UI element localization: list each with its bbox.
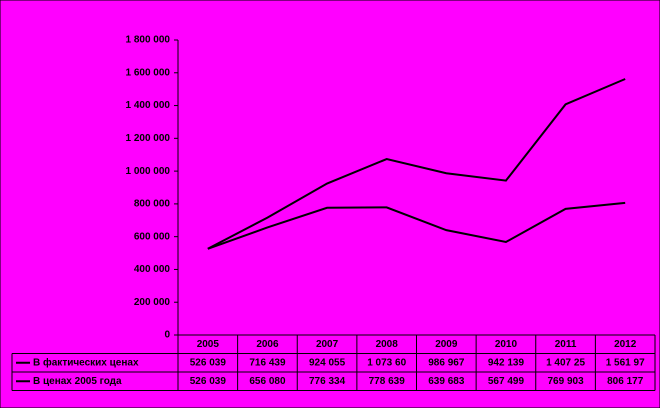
legend-label: В фактических ценах (33, 356, 139, 368)
y-tick-label: 1 600 000 (126, 67, 171, 78)
table-cell: 806 177 (607, 376, 644, 387)
series-line (207, 201, 626, 250)
legend-label: В ценах 2005 года (33, 376, 122, 387)
x-tick-label: 2007 (316, 339, 339, 350)
table-cell: 656 080 (249, 376, 286, 387)
y-tick-label: 1 200 000 (126, 133, 171, 144)
table-cell: 639 683 (428, 376, 465, 387)
y-tick-label: 1 000 000 (126, 166, 171, 177)
table-cell: 526 039 (190, 357, 227, 368)
table-cell: 1 561 97 (606, 357, 645, 368)
table-cell: 1 073 60 (367, 357, 406, 368)
table-cell: 776 334 (309, 376, 346, 387)
y-tick-label: 0 (164, 330, 170, 341)
y-tick-label: 400 000 (134, 264, 171, 275)
table-cell: 986 967 (428, 357, 465, 368)
x-tick-label: 2006 (256, 339, 279, 350)
x-tick-label: 2005 (197, 339, 220, 350)
table-cell: 526 039 (190, 376, 227, 387)
y-tick-label: 1 800 000 (126, 35, 171, 46)
x-tick-label: 2008 (376, 339, 399, 350)
table-cell: 778 639 (369, 376, 406, 387)
table-cell: 567 499 (488, 376, 525, 387)
table-cell: 942 139 (488, 357, 525, 368)
x-tick-label: 2011 (555, 339, 577, 350)
series-line (207, 78, 626, 250)
x-tick-label: 2009 (435, 339, 458, 350)
x-tick-label: 2010 (495, 339, 518, 350)
table-cell: 924 055 (309, 357, 346, 368)
table-cell: 769 903 (547, 376, 584, 387)
y-tick-label: 800 000 (134, 199, 171, 210)
y-tick-label: 200 000 (134, 297, 171, 308)
y-tick-label: 600 000 (134, 231, 171, 242)
table-cell: 716 439 (249, 357, 286, 368)
y-tick-label: 1 400 000 (126, 100, 171, 111)
table-cell: 1 407 25 (546, 357, 585, 368)
x-tick-label: 2012 (614, 339, 637, 350)
